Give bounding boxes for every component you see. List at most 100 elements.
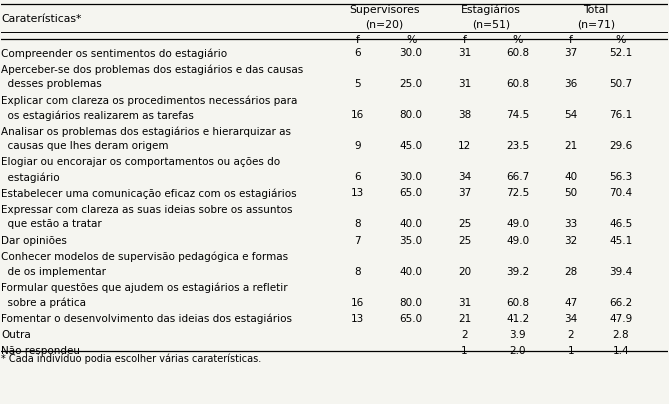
Text: 80.0: 80.0 — [399, 297, 423, 307]
Text: * Cada indivíduo podia escolher várias caraterísticas.: * Cada indivíduo podia escolher várias c… — [1, 354, 262, 364]
Text: 34: 34 — [458, 172, 471, 182]
Text: 7: 7 — [355, 236, 361, 246]
Text: 60.8: 60.8 — [506, 79, 529, 89]
Text: 52.1: 52.1 — [609, 48, 633, 58]
Text: estagiário: estagiário — [1, 172, 60, 183]
Text: 31: 31 — [458, 79, 471, 89]
Text: 30.0: 30.0 — [399, 48, 423, 58]
Text: Aperceber-se dos problemas dos estagiários e das causas: Aperceber-se dos problemas dos estagiári… — [1, 64, 304, 75]
Text: (n=20): (n=20) — [365, 19, 403, 29]
Text: 25: 25 — [458, 236, 471, 246]
Text: 56.3: 56.3 — [609, 172, 633, 182]
Text: 25: 25 — [458, 219, 471, 229]
Text: Outra: Outra — [1, 330, 31, 340]
Text: Dar opiniões: Dar opiniões — [1, 236, 68, 246]
Text: 47.9: 47.9 — [609, 314, 633, 324]
Text: 40.0: 40.0 — [399, 219, 423, 229]
Text: desses problemas: desses problemas — [1, 79, 102, 89]
Text: %: % — [512, 34, 523, 44]
Text: 31: 31 — [458, 297, 471, 307]
Text: 54: 54 — [565, 110, 577, 120]
Text: 8: 8 — [355, 219, 361, 229]
Text: 21: 21 — [565, 141, 577, 151]
Text: 3.9: 3.9 — [509, 330, 526, 340]
Text: (n=51): (n=51) — [472, 19, 510, 29]
Text: 5: 5 — [355, 79, 361, 89]
Text: sobre a prática: sobre a prática — [1, 297, 86, 308]
Text: 60.8: 60.8 — [506, 48, 529, 58]
Text: 1: 1 — [461, 346, 468, 356]
Text: 66.7: 66.7 — [506, 172, 529, 182]
Text: 32: 32 — [565, 236, 577, 246]
Text: %: % — [406, 34, 416, 44]
Text: Fomentar o desenvolvimento das ideias dos estagiários: Fomentar o desenvolvimento das ideias do… — [1, 314, 292, 324]
Text: Não respondeu: Não respondeu — [1, 346, 80, 356]
Text: (n=71): (n=71) — [577, 19, 615, 29]
Text: f: f — [356, 34, 360, 44]
Text: 13: 13 — [351, 188, 365, 198]
Text: 66.2: 66.2 — [609, 297, 633, 307]
Text: 16: 16 — [351, 110, 365, 120]
Text: 72.5: 72.5 — [506, 188, 529, 198]
Text: de os implementar: de os implementar — [1, 267, 106, 276]
Text: 38: 38 — [458, 110, 471, 120]
Text: 6: 6 — [355, 172, 361, 182]
Text: 2.0: 2.0 — [510, 346, 526, 356]
Text: 46.5: 46.5 — [609, 219, 633, 229]
Text: Formular questões que ajudem os estagiários a refletir: Formular questões que ajudem os estagiár… — [1, 283, 288, 293]
Text: Explicar com clareza os procedimentos necessários para: Explicar com clareza os procedimentos ne… — [1, 95, 298, 106]
Text: Caraterísticas*: Caraterísticas* — [1, 15, 82, 24]
Text: Expressar com clareza as suas ideias sobre os assuntos: Expressar com clareza as suas ideias sob… — [1, 204, 293, 215]
Text: 80.0: 80.0 — [399, 110, 423, 120]
Text: 39.2: 39.2 — [506, 267, 529, 276]
Text: Conhecer modelos de supervisão pedagógica e formas: Conhecer modelos de supervisão pedagógic… — [1, 252, 288, 262]
Text: Total: Total — [583, 5, 609, 15]
Text: Supervisores: Supervisores — [349, 5, 419, 15]
Text: 65.0: 65.0 — [399, 314, 423, 324]
Text: 47: 47 — [565, 297, 577, 307]
Text: Estabelecer uma comunicação eficaz com os estagiários: Estabelecer uma comunicação eficaz com o… — [1, 188, 297, 199]
Text: 37: 37 — [565, 48, 577, 58]
Text: 49.0: 49.0 — [506, 219, 529, 229]
Text: os estagiários realizarem as tarefas: os estagiários realizarem as tarefas — [1, 110, 194, 120]
Text: 16: 16 — [351, 297, 365, 307]
Text: 29.6: 29.6 — [609, 141, 633, 151]
Text: 60.8: 60.8 — [506, 297, 529, 307]
Text: 49.0: 49.0 — [506, 236, 529, 246]
Text: 2.8: 2.8 — [613, 330, 630, 340]
Text: 39.4: 39.4 — [609, 267, 633, 276]
Text: 8: 8 — [355, 267, 361, 276]
Text: 12: 12 — [458, 141, 471, 151]
Text: Compreender os sentimentos do estagiário: Compreender os sentimentos do estagiário — [1, 48, 227, 59]
Text: 28: 28 — [565, 267, 577, 276]
Text: 70.4: 70.4 — [609, 188, 632, 198]
Text: 45.0: 45.0 — [399, 141, 423, 151]
Text: 35.0: 35.0 — [399, 236, 423, 246]
Text: 21: 21 — [458, 314, 471, 324]
Text: 37: 37 — [458, 188, 471, 198]
Text: 50: 50 — [565, 188, 577, 198]
Text: 50.7: 50.7 — [609, 79, 632, 89]
Text: 40: 40 — [565, 172, 577, 182]
Text: causas que lhes deram origem: causas que lhes deram origem — [1, 141, 169, 151]
Text: 1: 1 — [568, 346, 574, 356]
Text: 76.1: 76.1 — [609, 110, 633, 120]
Text: Analisar os problemas dos estagiários e hierarquizar as: Analisar os problemas dos estagiários e … — [1, 126, 292, 137]
Text: 41.2: 41.2 — [506, 314, 529, 324]
Text: 23.5: 23.5 — [506, 141, 529, 151]
Text: que estão a tratar: que estão a tratar — [1, 219, 102, 229]
Text: 20: 20 — [458, 267, 471, 276]
Text: 6: 6 — [355, 48, 361, 58]
Text: 31: 31 — [458, 48, 471, 58]
Text: 2: 2 — [461, 330, 468, 340]
Text: %: % — [615, 34, 626, 44]
Text: f: f — [462, 34, 466, 44]
Text: 1.4: 1.4 — [613, 346, 630, 356]
Text: 30.0: 30.0 — [399, 172, 423, 182]
Text: 45.1: 45.1 — [609, 236, 633, 246]
Text: 13: 13 — [351, 314, 365, 324]
Text: 36: 36 — [565, 79, 577, 89]
Text: 25.0: 25.0 — [399, 79, 423, 89]
Text: Elogiar ou encorajar os comportamentos ou ações do: Elogiar ou encorajar os comportamentos o… — [1, 157, 280, 167]
Text: 34: 34 — [565, 314, 577, 324]
